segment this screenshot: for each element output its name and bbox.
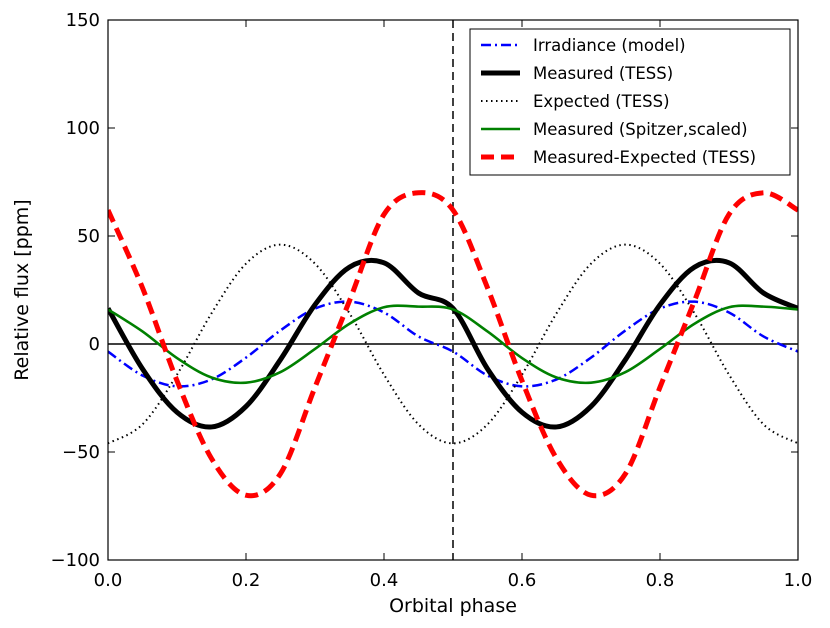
plot-frame xyxy=(107,19,799,561)
series-line-0 xyxy=(108,300,798,388)
legend-label-1: Measured (TESS) xyxy=(533,64,673,83)
y-axis-label: Relative flux [ppm] xyxy=(11,199,33,380)
y-tick-label-1: −50 xyxy=(62,442,100,463)
x-axis-label: Orbital phase xyxy=(389,595,517,617)
y-tick-label-3: 50 xyxy=(77,226,100,247)
series-line-2 xyxy=(108,243,798,445)
x-tick-label-4: 0.8 xyxy=(646,570,675,591)
legend-frame xyxy=(469,28,791,176)
y-tick-label-4: 100 xyxy=(66,118,100,139)
x-tick-label-5: 1.0 xyxy=(784,570,813,591)
y-tick-label-2: 0 xyxy=(89,334,100,355)
series-line-4 xyxy=(108,190,798,499)
legend-label-3: Measured (Spitzer,scaled) xyxy=(533,120,748,139)
legend-label-0: Irradiance (model) xyxy=(533,36,686,55)
x-tick-label-1: 0.2 xyxy=(232,570,261,591)
legend-label-4: Measured-Expected (TESS) xyxy=(533,148,756,167)
legend-label-2: Expected (TESS) xyxy=(533,92,670,111)
x-tick-label-2: 0.4 xyxy=(370,570,399,591)
x-tick-label-0: 0.0 xyxy=(94,570,123,591)
y-tick-label-5: 150 xyxy=(66,10,100,31)
x-tick-label-3: 0.6 xyxy=(508,570,537,591)
y-tick-label-0: −100 xyxy=(51,550,100,571)
legend: Irradiance (model) Measured (TESS) Expecte… xyxy=(469,28,791,176)
